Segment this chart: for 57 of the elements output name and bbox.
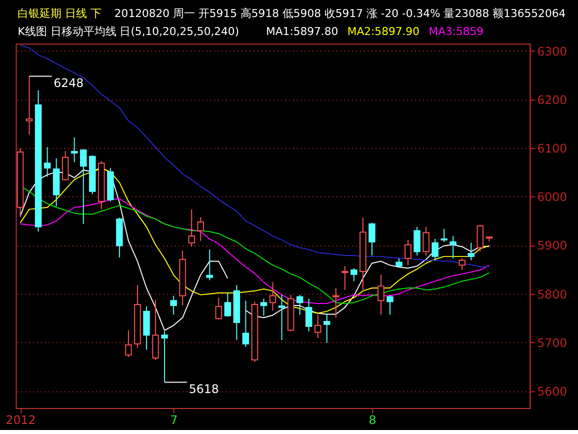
text: MA1:5897.80 <box>266 24 338 38</box>
y-tick-label: 6100 <box>537 142 568 156</box>
candlestick <box>80 148 87 224</box>
candlestick <box>404 239 412 266</box>
candlestick <box>342 266 348 290</box>
candlestick <box>432 238 438 261</box>
candlestick <box>26 76 33 135</box>
candlestick <box>215 297 222 320</box>
candlestick <box>378 274 384 316</box>
candlestick <box>476 224 484 252</box>
candlestick <box>386 294 394 316</box>
chart-subtitle: 20120820 周一 开5915 高5918 低5908 收5917 涨 -20 -0.34% 量23088 额136552064 <box>114 7 566 20</box>
y-tick-label: 5800 <box>537 287 568 302</box>
candlestick <box>188 208 195 248</box>
candlestick <box>422 226 430 256</box>
x-tick-label: 2012 <box>6 413 36 428</box>
candlestick <box>62 150 69 182</box>
line-series <box>20 44 490 268</box>
candlestick <box>70 136 78 163</box>
y-tick-label: 5900 <box>537 238 568 253</box>
candlestick <box>143 306 150 350</box>
candlestick <box>125 330 132 358</box>
candlestick <box>260 298 268 316</box>
candlestick <box>44 146 51 178</box>
candlestick <box>296 294 304 316</box>
candlestick <box>368 222 376 256</box>
y-tick-label: 5600 <box>537 384 568 398</box>
x-tick-label: 8 <box>368 413 376 428</box>
candlestick <box>206 249 214 281</box>
candlestick <box>152 299 159 360</box>
candlestick <box>305 298 312 332</box>
candlestick <box>224 292 232 318</box>
candlestick <box>242 300 250 348</box>
candlestick <box>350 268 358 282</box>
candlestick <box>440 228 448 242</box>
candlestick <box>197 216 204 242</box>
candlestick <box>278 294 286 340</box>
candlestick <box>450 236 456 259</box>
annotation: 6248 <box>54 76 84 90</box>
y-tick-label: 6000 <box>537 190 568 204</box>
annotation: 5618 <box>188 382 219 396</box>
candlestick <box>269 282 276 312</box>
candlestick <box>314 314 322 339</box>
y-tick-label: 6300 <box>537 44 568 58</box>
candlestick <box>458 258 466 271</box>
x-tick-label: 7 <box>170 413 178 428</box>
text: MA2:5897.90 <box>347 24 420 38</box>
text: K线图 日移动平均线 日(5,10,20,25,50,240) <box>18 24 240 38</box>
candlestick <box>170 295 177 316</box>
candlestick <box>468 242 475 261</box>
text: MA3:5859 <box>428 24 484 38</box>
y-tick-label: 6200 <box>537 92 568 107</box>
candlestick <box>161 330 168 383</box>
chart-title: 白银延期 日线 下 <box>18 7 102 20</box>
y-tick-label: 5700 <box>537 336 568 350</box>
candlestick <box>414 226 420 256</box>
candlestick <box>323 313 330 344</box>
